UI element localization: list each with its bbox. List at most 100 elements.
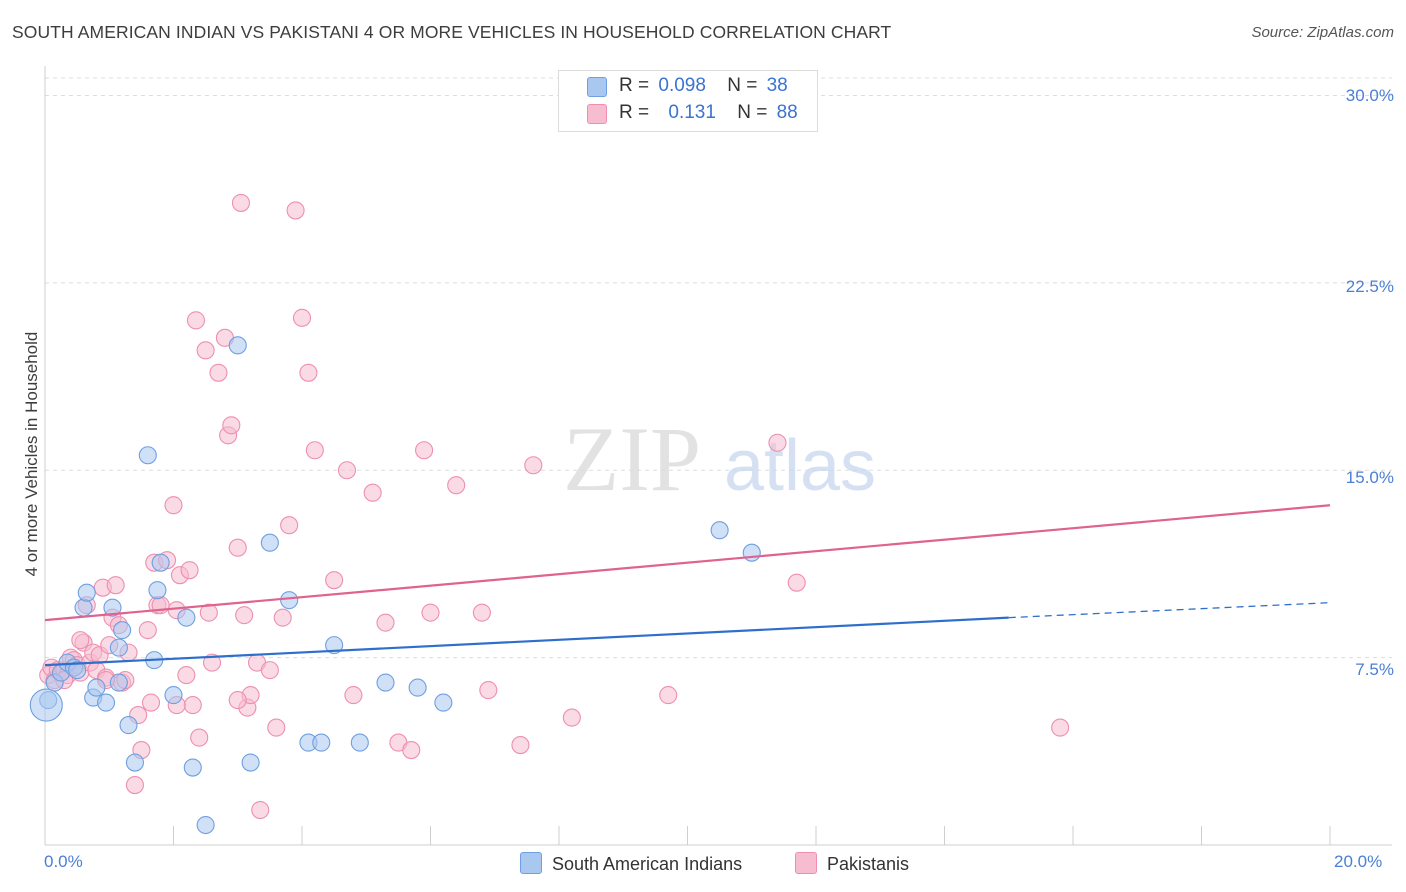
blue-swatch: [520, 852, 542, 874]
pakistanis-point: [286, 201, 305, 220]
pakistanis-point: [337, 461, 357, 480]
pakistanis-points: [39, 193, 1070, 820]
south-american-indians-point: [103, 598, 122, 617]
pakistanis-point: [196, 341, 215, 360]
pakistanis-point: [344, 686, 363, 705]
pakistanis-point: [376, 613, 395, 632]
pakistanis-point: [199, 603, 218, 622]
pakistanis-point: [190, 728, 209, 747]
legend-label: Pakistanis: [827, 854, 910, 874]
south-american-indians-point: [96, 693, 116, 712]
x-tick-label: 0.0%: [44, 852, 83, 871]
x-tick-label: 20.0%: [1334, 852, 1383, 871]
pakistanis-point: [228, 691, 247, 710]
pakistanis-point: [183, 696, 202, 715]
r-label: R =: [619, 75, 650, 96]
south-american-indians-point: [241, 753, 260, 772]
pakistanis-point: [267, 718, 286, 737]
y-tick-label: 30.0%: [1345, 86, 1394, 105]
blue-swatch: [587, 77, 607, 97]
pakistanis-point: [562, 708, 581, 727]
pakistanis-point: [768, 433, 787, 452]
pakistanis-point: [292, 308, 312, 327]
pakistanis-point: [186, 311, 206, 330]
chart-title: SOUTH AMERICAN INDIAN VS PAKISTANI 4 OR …: [12, 22, 892, 42]
south-american-indians-point: [177, 608, 196, 627]
pakistanis-point: [280, 516, 299, 535]
south-american-indians-trend-extension: [1008, 602, 1331, 619]
r-label: R =: [619, 102, 650, 123]
south-american-indians-point: [119, 716, 138, 735]
trend-lines: [44, 504, 1331, 667]
south-american-indians-point: [109, 638, 128, 657]
pakistanis-point: [472, 603, 491, 622]
pakistanis-point: [511, 736, 530, 755]
gridlines: [45, 77, 1392, 659]
south-american-indians-point: [325, 636, 344, 655]
n-value: 88: [776, 102, 798, 123]
pakistanis-point: [260, 661, 279, 680]
y-tick-label: 7.5%: [1355, 660, 1394, 679]
pakistanis-point: [125, 775, 144, 795]
pakistanis-point: [479, 681, 498, 700]
n-label: N =: [727, 75, 758, 96]
south-american-indians-point: [280, 591, 299, 610]
y-tick-label: 22.5%: [1345, 277, 1394, 296]
pakistanis-point: [235, 606, 254, 625]
south-american-indians-point: [148, 581, 167, 600]
source-label: Source: ZipAtlas.com: [1251, 24, 1394, 41]
pakistanis-point: [787, 573, 806, 592]
pakistanis-point: [305, 441, 324, 460]
pakistanis-point: [447, 476, 466, 495]
r-value: 0.131: [668, 102, 716, 123]
south-american-indians-point: [151, 553, 170, 572]
watermark-atlas: atlas: [724, 426, 876, 506]
pakistanis-point: [222, 416, 241, 435]
pakistanis-point: [415, 441, 434, 460]
pakistanis-trend-line: [44, 504, 1331, 622]
pakistanis-point: [71, 631, 90, 650]
south-american-indians-point: [125, 753, 144, 772]
y-tick-label: 15.0%: [1345, 468, 1394, 487]
pakistanis-point: [524, 456, 543, 475]
pakistanis-point: [228, 538, 247, 557]
pink-swatch: [587, 104, 607, 124]
legend-item-pakistanis[interactable]: Pakistanis: [795, 852, 909, 875]
pakistanis-point: [141, 693, 161, 712]
pakistanis-point: [203, 653, 222, 672]
pakistanis-point: [180, 561, 199, 580]
south-american-indians-point: [109, 673, 128, 692]
south-american-indians-point: [350, 733, 369, 752]
pakistanis-point: [106, 576, 125, 595]
n-label: N =: [737, 102, 768, 123]
south-american-indians-point-large: [29, 688, 63, 722]
south-american-indians-point: [113, 621, 132, 640]
south-american-indians-points: [29, 336, 761, 835]
south-american-indians-point: [710, 521, 729, 540]
pakistanis-point: [209, 363, 228, 382]
legend-label: South American Indians: [552, 854, 743, 874]
y-axis-label: 4 or more Vehicles in Household: [22, 331, 41, 577]
n-value: 38: [766, 75, 788, 96]
pakistanis-point: [363, 483, 382, 502]
pakistanis-point: [402, 741, 421, 760]
pakistanis-point: [251, 800, 270, 820]
south-american-indians-point: [164, 686, 183, 705]
pink-swatch: [795, 852, 817, 874]
south-american-indians-point: [196, 815, 215, 835]
south-american-indians-point: [742, 543, 761, 562]
south-american-indians-point: [408, 678, 427, 697]
pakistanis-point: [231, 193, 251, 212]
correlation-legend: R = 0.098 N = 38 R = 0.131 N = 88: [558, 70, 818, 132]
pakistanis-point: [299, 363, 318, 382]
legend-item-south-american-indians[interactable]: South American Indians: [520, 852, 742, 875]
south-american-indians-point: [77, 583, 96, 602]
pakistanis-point: [659, 686, 678, 705]
south-american-indians-point: [434, 693, 453, 712]
pakistanis-point: [138, 621, 157, 640]
south-american-indians-point: [138, 446, 157, 465]
pakistanis-point: [164, 496, 183, 515]
watermark-zip: ZIP: [563, 408, 701, 510]
south-american-indians-point: [183, 758, 202, 777]
